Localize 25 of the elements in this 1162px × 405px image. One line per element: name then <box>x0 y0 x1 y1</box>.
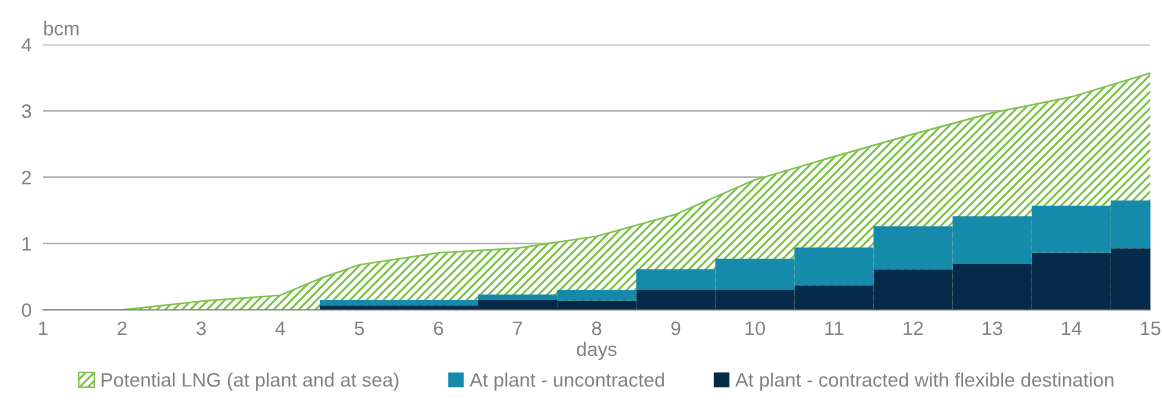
x-tick-label: 14 <box>1061 321 1082 336</box>
y-axis-title: bcm <box>44 21 79 36</box>
x-tick-label: 4 <box>275 321 286 336</box>
x-tick-label: 10 <box>745 321 765 336</box>
x-axis-title: days <box>576 341 617 360</box>
legend-label: Potential LNG (at plant and at sea) <box>101 372 399 391</box>
y-tick-label: 4 <box>21 38 32 52</box>
x-tick-label: 9 <box>671 321 681 336</box>
y-tick-label: 3 <box>21 104 32 119</box>
legend-label: At plant - contracted with flexible destination <box>735 372 1114 391</box>
x-tick-label: 11 <box>825 321 844 336</box>
legend-label: At plant - uncontracted <box>469 372 664 391</box>
x-tick-label: 7 <box>513 321 523 336</box>
x-tick-label: 13 <box>982 321 1003 336</box>
x-tick-label: 8 <box>592 321 602 336</box>
y-tick-label: 0 <box>21 303 32 318</box>
x-tick-label: 1 <box>39 321 48 336</box>
y-tick-label: 2 <box>22 170 31 185</box>
x-tick-label: 12 <box>903 321 923 336</box>
x-tick-label: 6 <box>434 321 444 336</box>
y-tick-label: 1 <box>22 237 31 251</box>
x-tick-label: 15 <box>1141 321 1161 336</box>
x-tick-label: 5 <box>354 321 364 336</box>
x-tick-label: 2 <box>117 321 127 336</box>
x-tick-label: 3 <box>196 321 206 336</box>
